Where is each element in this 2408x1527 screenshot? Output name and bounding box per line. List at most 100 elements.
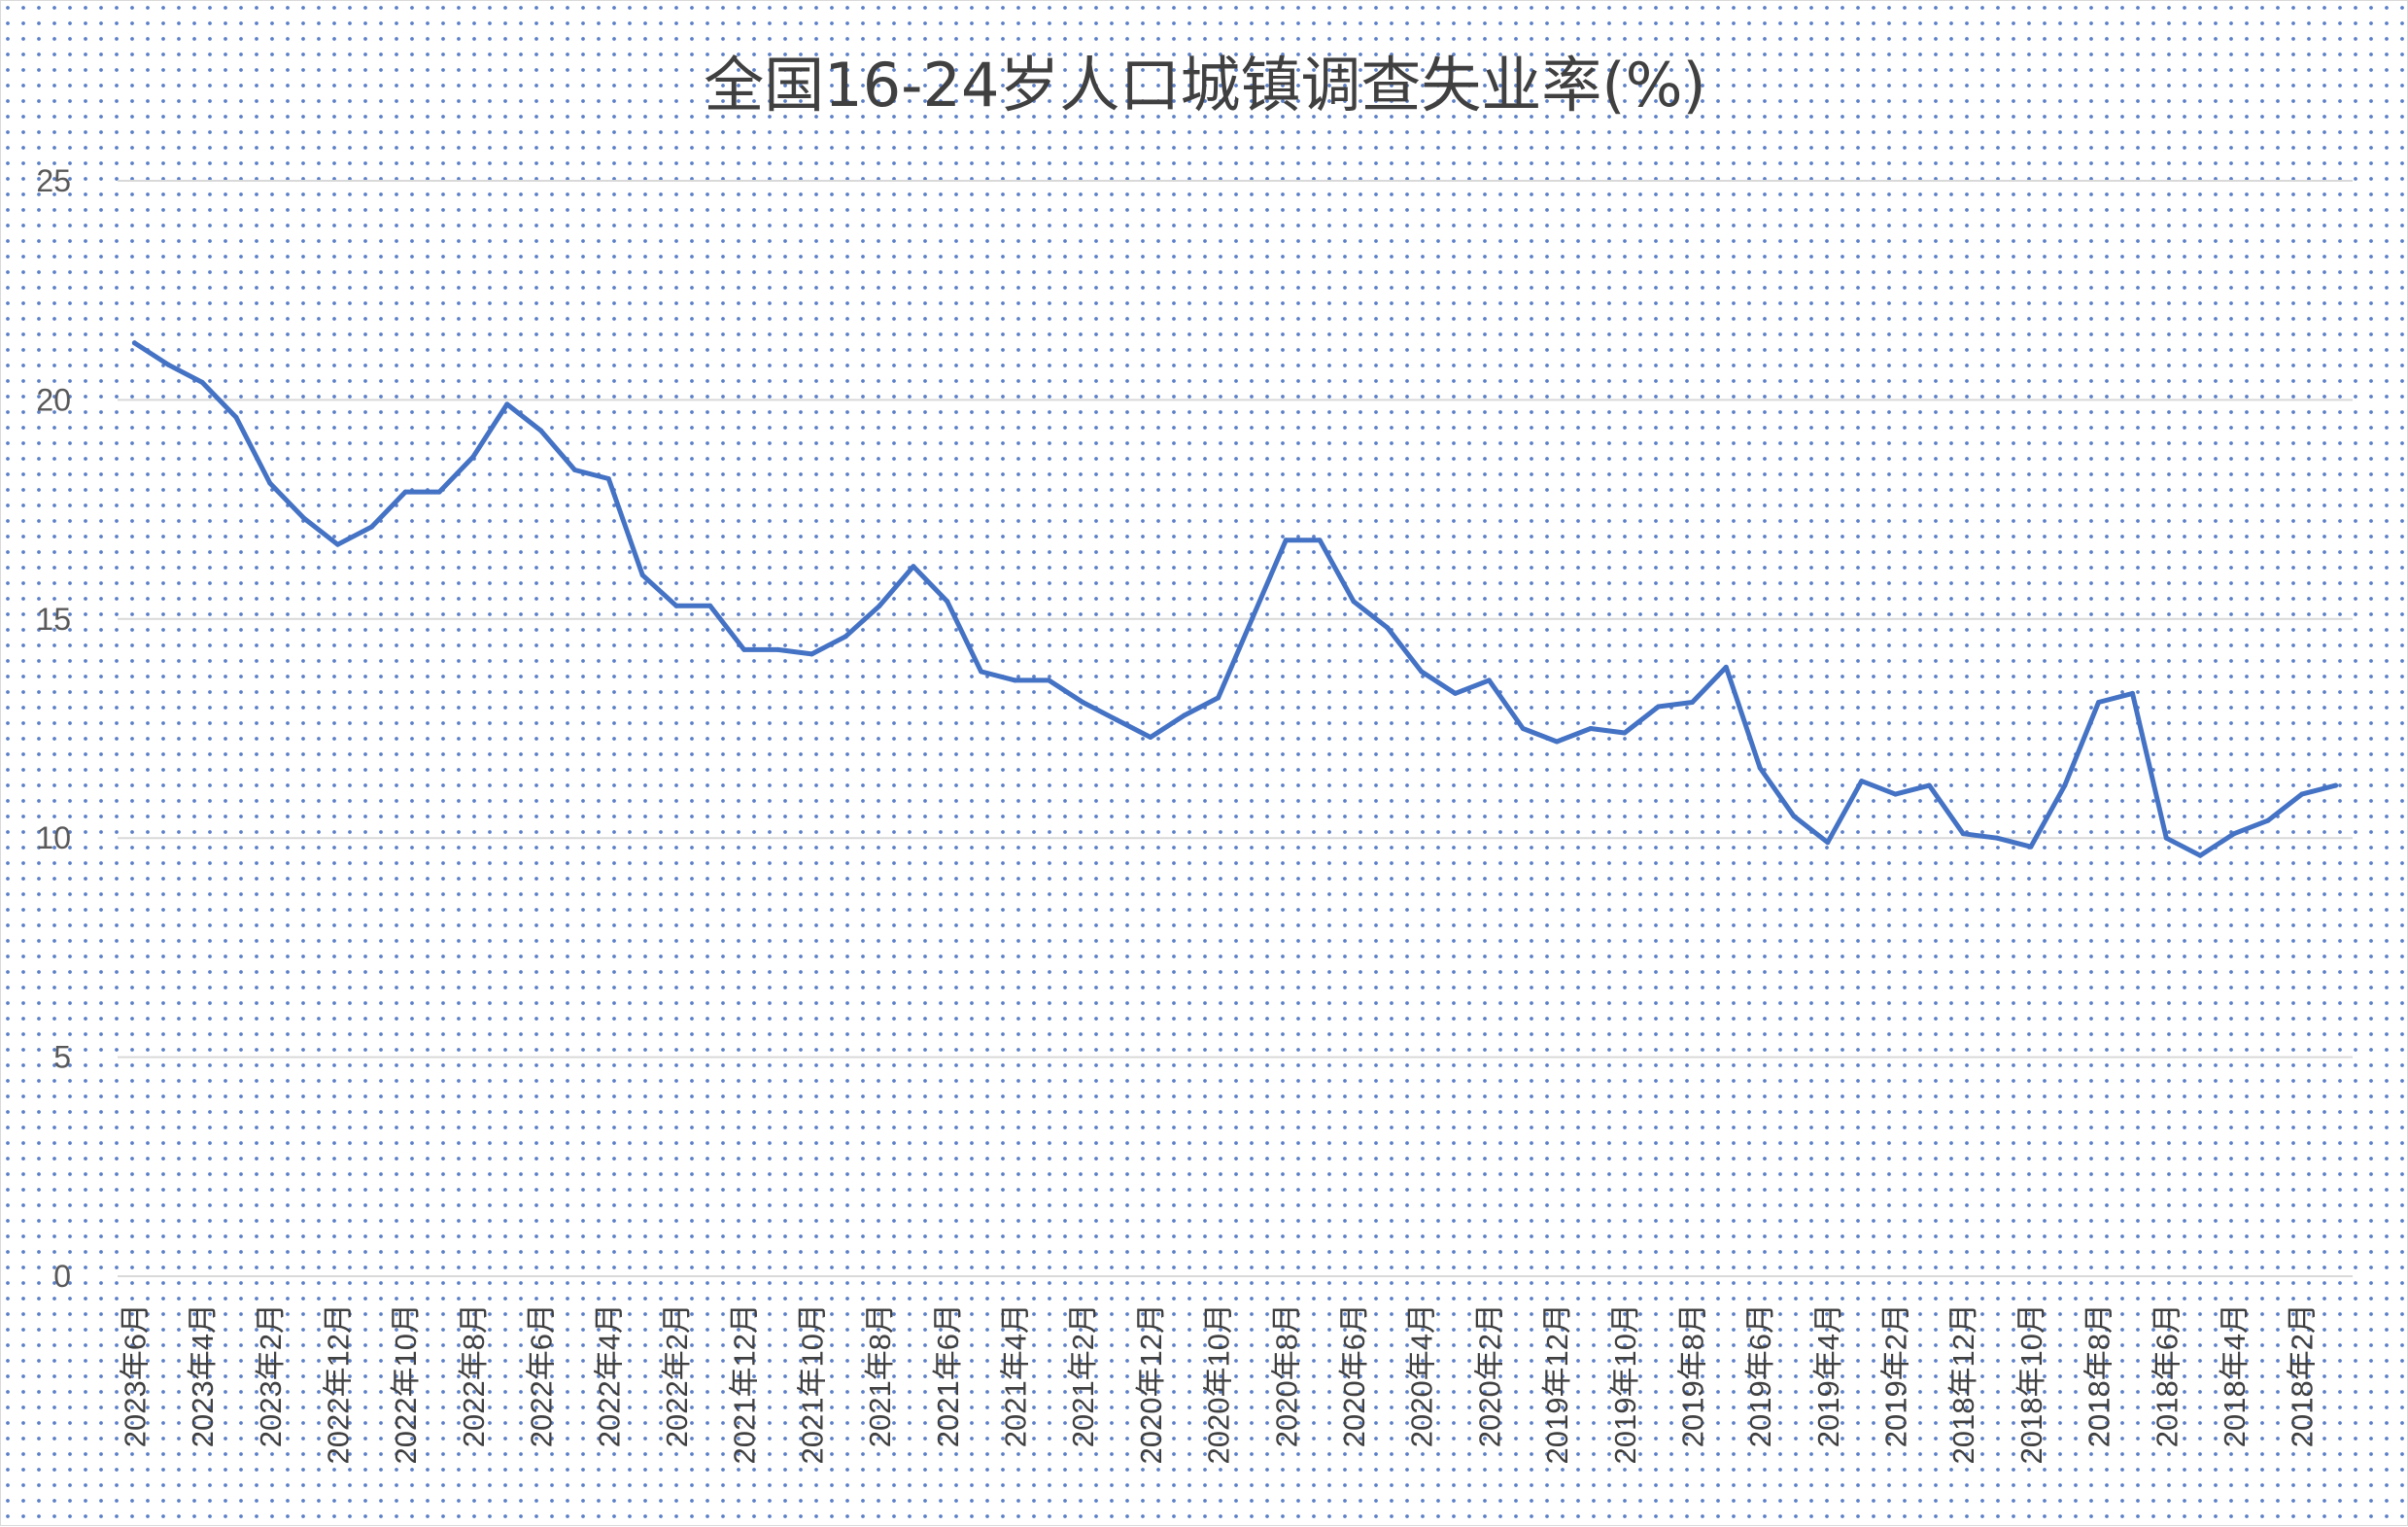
x-tick-label: 2022年10月 bbox=[389, 1303, 423, 1464]
data-point bbox=[1080, 700, 1085, 705]
x-tick-label: 2020年12月 bbox=[1134, 1303, 1168, 1464]
data-point bbox=[504, 401, 510, 407]
y-tick-label: 25 bbox=[36, 163, 71, 198]
data-point bbox=[1960, 831, 1966, 837]
data-point bbox=[945, 599, 950, 605]
data-point bbox=[877, 603, 882, 608]
gridlines bbox=[118, 180, 2353, 1277]
data-point bbox=[165, 362, 171, 367]
x-tick-label: 2019年2月 bbox=[1879, 1303, 1913, 1447]
data-point bbox=[1520, 726, 1526, 731]
x-tick-label: 2018年8月 bbox=[2082, 1303, 2116, 1447]
x-tick-label: 2018年6月 bbox=[2150, 1303, 2184, 1447]
y-tick-label: 5 bbox=[53, 1040, 71, 1075]
data-point bbox=[741, 646, 747, 652]
x-tick-label: 2018年12月 bbox=[1946, 1303, 1980, 1464]
chart-title: 全国16-24岁人口城镇调查失业率(%) bbox=[704, 50, 1705, 121]
data-point bbox=[1013, 677, 1017, 683]
data-point bbox=[1690, 700, 1695, 705]
x-tick-label: 2020年8月 bbox=[1269, 1303, 1303, 1447]
data-point bbox=[199, 379, 205, 385]
data-point bbox=[1351, 599, 1357, 605]
x-tick-label: 2021年8月 bbox=[863, 1303, 897, 1447]
data-point bbox=[1723, 664, 1729, 670]
x-tick-label: 2019年12月 bbox=[1540, 1303, 1574, 1464]
x-tick-label: 2021年10月 bbox=[795, 1303, 829, 1464]
data-point bbox=[233, 414, 239, 420]
x-tick-label: 2020年6月 bbox=[1337, 1303, 1371, 1447]
data-point bbox=[1216, 695, 1221, 701]
data-point bbox=[335, 541, 340, 547]
data-point bbox=[1046, 677, 1051, 683]
data-point bbox=[2333, 782, 2339, 788]
data-point bbox=[267, 480, 273, 486]
data-point bbox=[1859, 779, 1865, 784]
data-point bbox=[1588, 726, 1594, 731]
data-point bbox=[1453, 690, 1458, 696]
data-point bbox=[1114, 717, 1119, 722]
data-point bbox=[605, 476, 611, 481]
data-point bbox=[368, 524, 374, 530]
x-axis-ticks: 2023年6月 2023年4月 2023年2月 2022年12月 2022年10月 202… bbox=[118, 1303, 2319, 1464]
x-tick-label: 2019年6月 bbox=[1743, 1303, 1777, 1447]
data-point bbox=[402, 489, 408, 495]
data-point bbox=[2299, 791, 2305, 797]
x-tick-label: 2023年4月 bbox=[186, 1303, 220, 1447]
data-point bbox=[2028, 844, 2034, 850]
x-tick-label: 2020年10月 bbox=[1202, 1303, 1236, 1464]
x-tick-label: 2018年10月 bbox=[2014, 1303, 2048, 1464]
data-point bbox=[1182, 712, 1187, 718]
data-point bbox=[1419, 669, 1425, 675]
x-tick-label: 2022年2月 bbox=[660, 1303, 694, 1447]
x-tick-label: 2019年10月 bbox=[1608, 1303, 1642, 1464]
data-point bbox=[2130, 690, 2135, 696]
x-tick-label: 2023年2月 bbox=[254, 1303, 288, 1447]
data-point bbox=[1317, 538, 1323, 543]
data-point bbox=[436, 489, 442, 495]
data-point bbox=[639, 573, 645, 578]
data-point bbox=[1893, 791, 1898, 797]
data-point bbox=[131, 340, 137, 346]
y-tick-label: 10 bbox=[36, 820, 71, 855]
x-tick-label: 2020年4月 bbox=[1405, 1303, 1439, 1447]
data-point bbox=[2096, 700, 2102, 705]
x-tick-label: 2020年2月 bbox=[1472, 1303, 1506, 1447]
data-point bbox=[979, 669, 984, 675]
data-point bbox=[1791, 814, 1797, 819]
data-point bbox=[2163, 835, 2169, 841]
data-point bbox=[1994, 835, 2000, 841]
data-point bbox=[1148, 735, 1153, 740]
series-line bbox=[131, 340, 2339, 858]
data-point bbox=[1656, 704, 1662, 710]
x-tick-label: 2021年2月 bbox=[1066, 1303, 1100, 1447]
data-point bbox=[1825, 840, 1831, 846]
x-tick-label: 2022年4月 bbox=[592, 1303, 626, 1447]
data-point bbox=[673, 603, 679, 608]
data-point bbox=[808, 651, 814, 657]
x-tick-label: 2019年4月 bbox=[1811, 1303, 1845, 1447]
data-point bbox=[2062, 782, 2068, 788]
series-layer bbox=[131, 340, 2339, 858]
y-axis-ticks: 0 5 10 15 20 25 bbox=[36, 163, 71, 1294]
data-point bbox=[1385, 625, 1391, 631]
x-tick-label: 2021年6月 bbox=[931, 1303, 965, 1447]
data-point bbox=[1249, 616, 1255, 622]
y-tick-label: 0 bbox=[53, 1259, 71, 1294]
y-tick-label: 15 bbox=[36, 602, 71, 637]
data-point bbox=[572, 468, 577, 472]
data-point bbox=[301, 515, 307, 521]
x-tick-label: 2022年8月 bbox=[457, 1303, 491, 1447]
data-point bbox=[2265, 817, 2271, 823]
data-point bbox=[470, 454, 476, 460]
data-point bbox=[911, 564, 916, 570]
data-point bbox=[538, 428, 544, 434]
data-point bbox=[1926, 782, 1932, 788]
x-tick-label: 2023年6月 bbox=[118, 1303, 152, 1447]
x-tick-label: 2022年6月 bbox=[525, 1303, 559, 1447]
data-point bbox=[1554, 739, 1560, 745]
x-tick-label: 2022年12月 bbox=[322, 1303, 356, 1464]
data-point bbox=[1757, 765, 1763, 771]
data-point bbox=[2231, 831, 2237, 837]
